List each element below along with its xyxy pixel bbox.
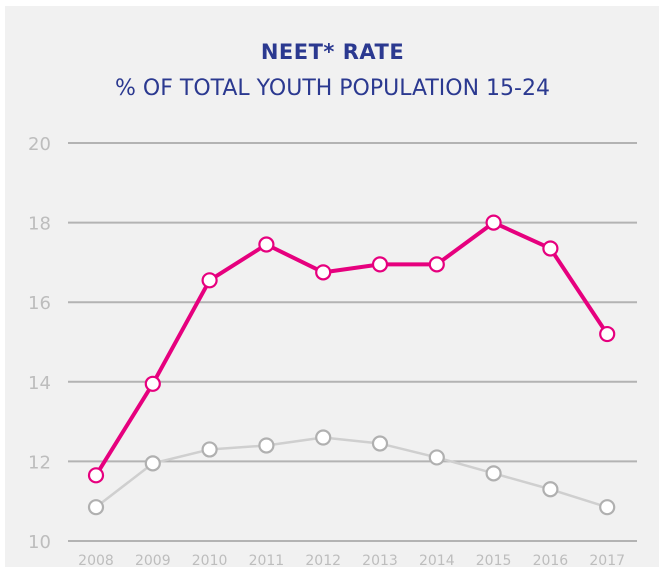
series-2-point-2008 [87, 499, 105, 516]
series-1-point-2012 [315, 264, 332, 281]
series-1-point-2016 [542, 240, 559, 257]
series-2-point-2014 [428, 449, 445, 466]
series-1-point-2009 [144, 375, 161, 392]
x-tick-label: 2015 [476, 553, 512, 569]
series-1-point-2008 [87, 467, 105, 484]
y-tick-label: 16 [28, 293, 51, 314]
series-2-point-2017 [599, 499, 616, 516]
x-tick-label: 2013 [362, 553, 398, 569]
chart-subtitle: % OF TOTAL YOUTH POPULATION 15-24 [115, 76, 550, 101]
y-tick-label: 14 [28, 373, 51, 394]
chart-title: NEET* RATE [260, 40, 405, 64]
y-tick-label: 10 [28, 532, 51, 553]
x-tick-label: 2009 [135, 553, 171, 569]
series-1-point-2015 [485, 214, 502, 231]
x-tick-label: 2011 [249, 553, 285, 569]
series-1-point-2017 [599, 325, 616, 343]
x-tick-label: 2017 [589, 553, 625, 569]
series-1-point-2013 [371, 256, 389, 273]
x-tick-label: 2016 [533, 553, 569, 569]
x-tick-label: 2010 [192, 553, 228, 569]
series-2-point-2013 [371, 435, 389, 452]
series-2-point-2010 [201, 441, 218, 458]
series-line-1 [94, 220, 609, 477]
series-2-point-2009 [144, 455, 161, 472]
series-line-2 [95, 436, 608, 509]
y-tick-label: 18 [28, 214, 51, 235]
x-tick-label: 2014 [419, 553, 455, 569]
series-1-point-2011 [258, 236, 275, 253]
x-tick-label: 2008 [78, 553, 114, 569]
series-2-point-2012 [315, 429, 332, 446]
series-1-point-2010 [201, 272, 218, 289]
x-tick-label: 2012 [305, 553, 341, 569]
y-tick-label: 12 [28, 452, 51, 473]
series-2-point-2015 [485, 465, 502, 482]
series-1-point-2014 [428, 256, 445, 273]
y-tick-label: 20 [28, 134, 51, 155]
chart-card [5, 6, 659, 567]
series-2-point-2016 [542, 481, 559, 498]
series-2-point-2011 [258, 437, 275, 454]
